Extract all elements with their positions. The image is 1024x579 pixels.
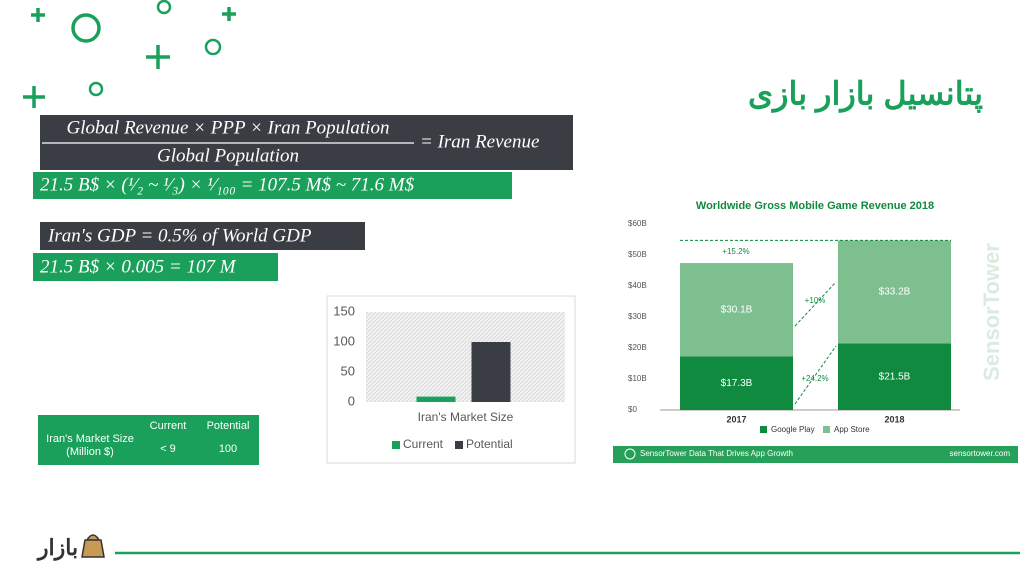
formula-result: = Iran Revenue [420, 131, 539, 152]
annotation: +24.2% [801, 374, 828, 383]
formula-numerator: Global Revenue × PPP × Iran Population [67, 117, 390, 138]
bar-segment [838, 240, 951, 344]
table-row-label: Iran's Market Size (Million $) [46, 433, 134, 458]
chart-title: Worldwide Gross Mobile Game Revenue 2018 [696, 200, 934, 212]
footer-bar [613, 446, 1018, 463]
y-tick-label: $60B [628, 219, 647, 228]
formula-denominator: Global Population [157, 145, 299, 166]
logo: بازار [36, 535, 78, 561]
y-tick-label: 150 [333, 303, 355, 318]
legend-label: App Store [834, 425, 870, 434]
dashed-guide [794, 281, 837, 327]
url: sensortower.com [950, 449, 1011, 458]
bar [471, 342, 511, 402]
y-tick-label: 0 [348, 393, 355, 408]
value-label: $21.5B [879, 371, 911, 382]
decoration [23, 0, 236, 108]
legend-swatch [823, 426, 830, 433]
y-tick-label: 100 [333, 333, 355, 348]
y-tick-label: $0 [628, 405, 637, 414]
bar-segment [680, 356, 793, 410]
annotation: +15.2% [722, 247, 749, 256]
legend-label: Current [403, 437, 444, 451]
table-header: Current [150, 420, 187, 432]
tagline: Data That Drives App Growth [689, 449, 793, 458]
dashed-guide [794, 345, 837, 405]
x-tick-label: 2017 [726, 414, 746, 424]
y-tick-label: $30B [628, 312, 647, 321]
table-header: Potential [207, 420, 250, 432]
plot-area [366, 312, 565, 402]
x-tick-label: Iran's Market Size [418, 410, 514, 424]
logo-icon [81, 534, 105, 558]
bar [416, 396, 456, 402]
formula-gdp-calc: 21.5 B$ × 0.005 = 107 M [40, 256, 237, 277]
legend-swatch [760, 426, 767, 433]
x-tick-label: 2018 [884, 414, 904, 424]
y-tick-label: $50B [628, 250, 647, 259]
brand: SensorTower [640, 449, 687, 458]
formula-gdp: Iran′s GDP = 0.5% of World GDP [47, 225, 312, 246]
value-label: $30.1B [721, 304, 753, 315]
bar-segment [680, 263, 793, 357]
y-tick-label: $40B [628, 281, 647, 290]
table-row-label-box: Iran's Market Size (Million $) [46, 433, 134, 458]
bar-segment [838, 343, 951, 410]
legend-swatch [455, 441, 463, 449]
table [38, 415, 259, 465]
y-tick-label: $20B [628, 343, 647, 352]
legend-label: Google Play [771, 425, 815, 434]
table-cell: 100 [219, 443, 237, 455]
table-cell: < 9 [160, 443, 176, 455]
value-label: $17.3B [721, 378, 753, 389]
formula-box [40, 222, 365, 250]
calc-box [33, 253, 278, 281]
legend-label: Potential [466, 437, 513, 451]
slide-title: پتانسیل بازار بازی [748, 75, 983, 113]
formula-calc: 21.5 B$ × (¹⁄₂ ~ ¹⁄₃) × ¹⁄₁₀₀ = 107.5 M$… [40, 174, 415, 195]
brand-icon [624, 448, 636, 460]
calc-box [33, 172, 512, 199]
legend-swatch [392, 441, 400, 449]
chart-frame [613, 195, 1018, 463]
value-label: $33.2B [879, 287, 911, 298]
watermark: SensorTower [979, 243, 1004, 381]
annotation: +10% [805, 296, 826, 305]
y-tick-label: 50 [341, 363, 355, 378]
y-tick-label: $10B [628, 374, 647, 383]
